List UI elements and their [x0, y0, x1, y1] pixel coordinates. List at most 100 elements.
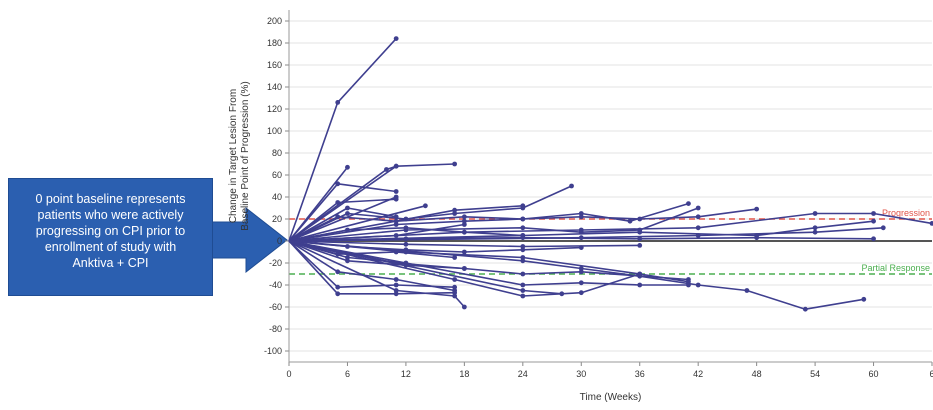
data-point — [578, 211, 584, 216]
data-point — [627, 218, 633, 224]
patient-series-line — [288, 240, 640, 248]
data-point — [812, 211, 818, 216]
data-point — [393, 277, 399, 282]
data-point — [520, 255, 526, 260]
y-axis-title-line: Change in Target Lesion From — [228, 89, 239, 223]
patient-series-line — [288, 240, 455, 292]
data-point — [695, 225, 701, 231]
data-point — [403, 241, 409, 247]
y-tick-label: 20 — [272, 214, 282, 224]
patient-series-line — [288, 196, 397, 242]
y-axis-title: Change in Target Lesion FromBaseline Poi… — [228, 81, 251, 231]
data-point — [461, 249, 467, 255]
data-point — [637, 216, 643, 222]
data-point — [461, 218, 467, 224]
y-tick-label: -100 — [264, 346, 282, 356]
callout-line: progressing on CPI prior to — [35, 224, 186, 238]
data-point — [686, 282, 691, 288]
y-tick-label: 200 — [267, 16, 282, 26]
data-point — [637, 229, 643, 235]
x-tick-label: 0 — [286, 369, 291, 379]
data-point — [384, 167, 389, 172]
data-point — [520, 233, 526, 238]
data-point — [871, 218, 876, 224]
data-point — [461, 304, 467, 310]
y-tick-label: 0 — [277, 236, 282, 246]
data-point — [461, 222, 467, 227]
data-point — [452, 211, 458, 216]
data-point — [345, 258, 350, 264]
data-point — [403, 225, 409, 231]
data-point — [422, 203, 428, 209]
data-point — [335, 200, 341, 205]
data-point — [686, 201, 691, 207]
data-point — [452, 277, 458, 282]
data-point — [871, 236, 876, 242]
data-point — [452, 284, 458, 290]
data-point — [520, 258, 526, 264]
data-point — [695, 214, 701, 220]
data-point — [812, 225, 818, 231]
data-point — [393, 163, 399, 169]
data-point — [335, 100, 341, 105]
data-point — [802, 306, 808, 312]
x-tick-label: 6 — [345, 369, 350, 379]
data-point — [403, 236, 409, 242]
patient-series-line — [288, 208, 757, 242]
data-point — [578, 266, 584, 271]
baseline-callout-box: 0 point baseline represents patients who… — [8, 178, 213, 296]
data-point — [744, 288, 750, 293]
data-point — [393, 189, 399, 194]
data-point — [452, 207, 458, 213]
axis-labels: -100-80-60-40-20020406080100120140160180… — [228, 16, 933, 403]
data-point — [578, 227, 584, 233]
data-point — [520, 203, 526, 209]
data-point — [393, 222, 399, 227]
data-point — [520, 271, 526, 277]
data-point — [393, 288, 399, 293]
data-point — [335, 181, 341, 187]
data-point — [637, 282, 643, 288]
y-tick-label: 160 — [267, 60, 282, 70]
data-point — [452, 161, 458, 167]
y-tick-label: -20 — [269, 258, 282, 268]
x-axis-title: Time (Weeks) — [580, 392, 642, 403]
x-tick-label: 24 — [518, 369, 528, 379]
y-tick-label: 120 — [267, 104, 282, 114]
data-point — [345, 205, 350, 211]
data-point — [335, 284, 341, 290]
patient-series-line — [288, 240, 455, 259]
patient-series-line — [288, 240, 864, 311]
grid-lines — [289, 20, 932, 352]
data-point — [345, 255, 350, 260]
data-point — [345, 227, 350, 233]
data-point — [520, 282, 526, 288]
data-point — [637, 236, 643, 242]
data-point — [393, 218, 399, 224]
data-point — [520, 225, 526, 231]
data-point — [861, 296, 867, 302]
data-point — [461, 214, 467, 220]
y-axis-title-line: Baseline Point of Progression (%) — [240, 81, 251, 231]
data-point — [461, 229, 467, 235]
data-point — [520, 288, 526, 293]
data-point — [335, 291, 341, 297]
data-point — [754, 235, 760, 241]
data-point — [569, 183, 574, 189]
patient-series-line — [288, 240, 465, 308]
x-tick-label: 18 — [459, 369, 469, 379]
y-tick-label: 140 — [267, 82, 282, 92]
data-point — [393, 196, 399, 202]
callout-arrow — [211, 206, 288, 274]
data-point — [578, 214, 584, 220]
data-point — [578, 280, 584, 286]
series-lines — [288, 36, 933, 312]
reference-line-label: Partial Response — [861, 263, 930, 273]
data-point — [393, 291, 399, 297]
data-point — [452, 255, 458, 260]
patient-series-line — [288, 205, 426, 242]
x-tick-label: 54 — [810, 369, 820, 379]
callout-line: enrollment of study with — [44, 240, 177, 254]
